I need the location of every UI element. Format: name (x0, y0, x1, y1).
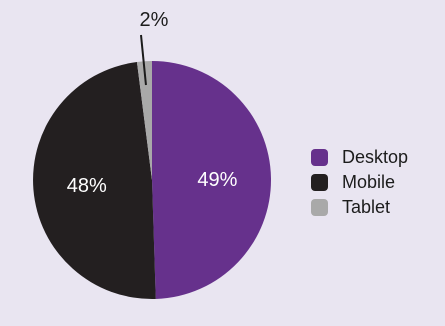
chart-legend: Desktop Mobile Tablet (311, 145, 408, 220)
pie-slice-labels: 49% 48% 2% (67, 9, 238, 197)
legend-label-mobile: Mobile (342, 172, 396, 192)
legend-label-desktop: Desktop (342, 147, 409, 167)
slice-label-mobile: 48% (67, 175, 107, 197)
legend-label-tablet: Tablet (342, 197, 391, 217)
leader-line-tablet (140, 34, 147, 86)
legend-swatch-desktop (311, 149, 328, 166)
legend-swatch-mobile (311, 174, 328, 191)
legend-swatch-tablet (311, 199, 328, 216)
pie-slices (33, 61, 272, 299)
legend-item-desktop: Desktop (311, 145, 408, 170)
slice-label-tablet: 2% (140, 9, 169, 31)
legend-item-mobile: Mobile (311, 170, 408, 195)
pie-slice-desktop (152, 61, 272, 299)
slice-label-desktop: 49% (197, 169, 237, 191)
pie-slice-tablet (136, 61, 152, 180)
legend-item-tablet: Tablet (311, 195, 408, 220)
pie-slice-mobile (33, 61, 156, 299)
